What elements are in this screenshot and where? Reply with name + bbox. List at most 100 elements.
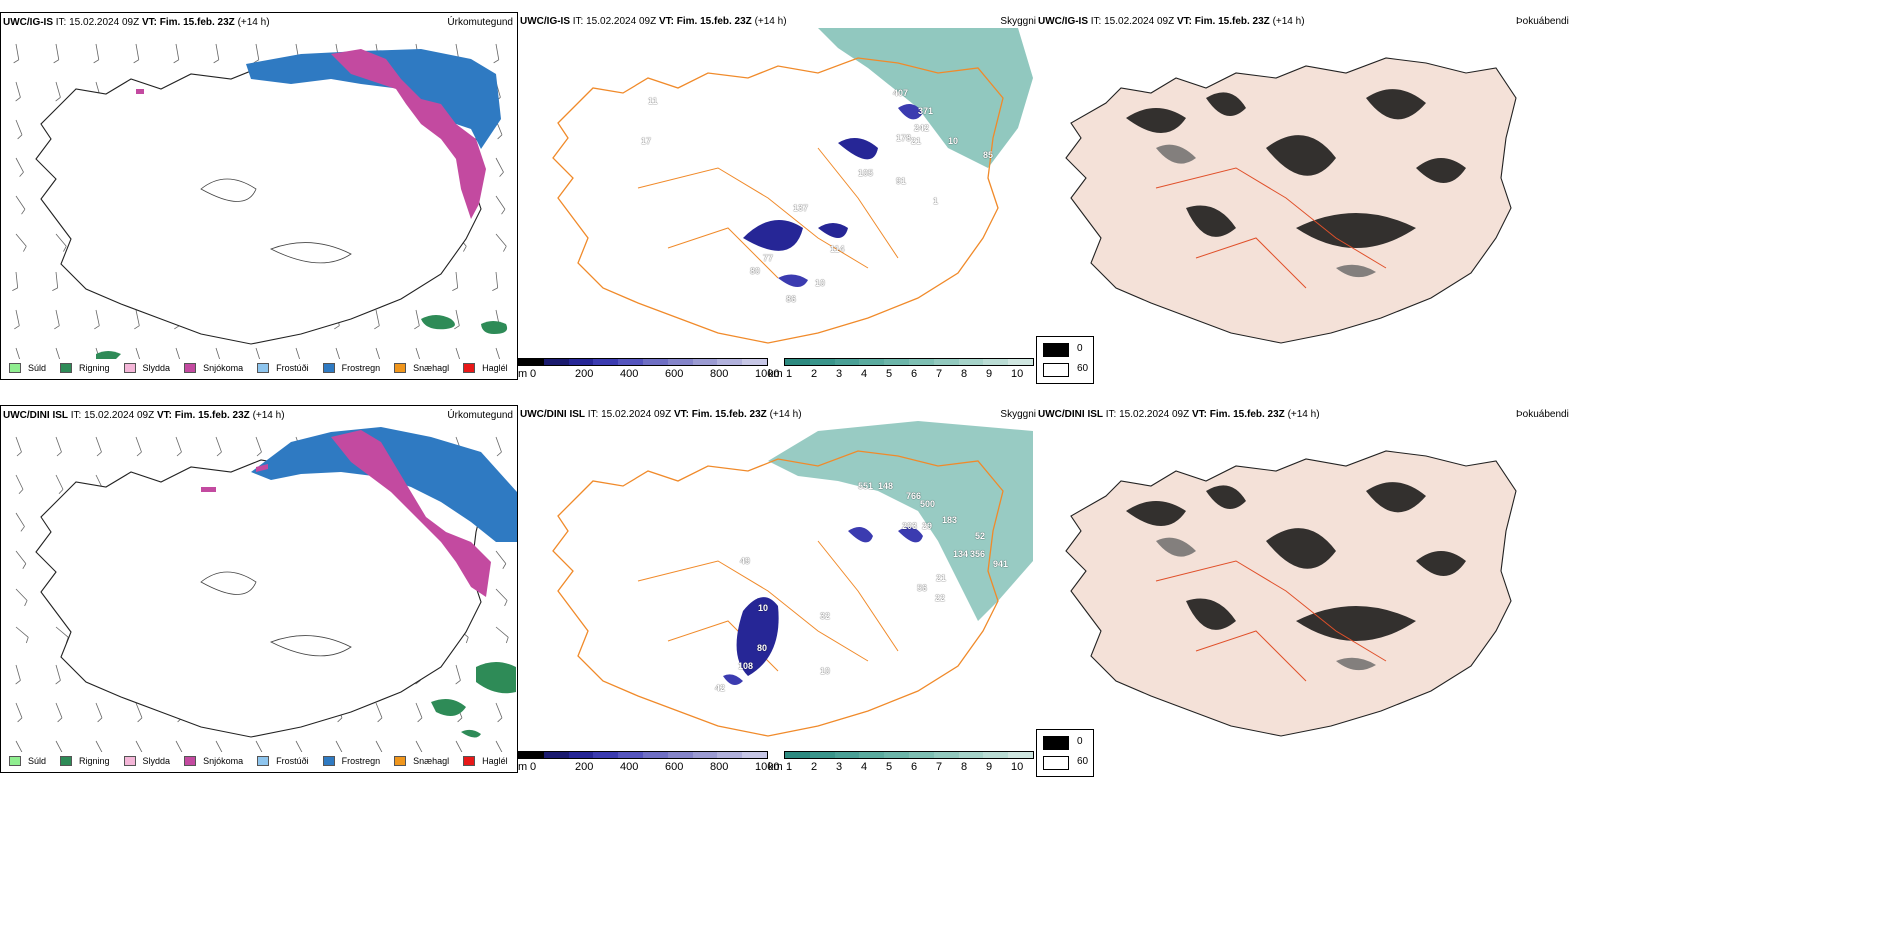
- cloud-base-value-label: 178: [896, 133, 912, 143]
- cloud-base-value-label: 91: [896, 176, 907, 186]
- precip-legend-label: Frostúði: [276, 363, 309, 373]
- cloud-base-value-label: 148: [878, 481, 894, 491]
- colorbar-tick-label: 8: [961, 368, 968, 380]
- precip-legend-item: Snæhagl: [394, 756, 449, 766]
- cloud-base-value-label: 371: [918, 106, 934, 116]
- cloud-base-value-label: 32: [820, 611, 831, 621]
- cloud-base-value-label: 500: [920, 499, 936, 509]
- row2-cloud-panel: UWC/DINI ISL IT: 15.02.2024 09Z VT: Fim.…: [518, 405, 1036, 775]
- precip-legend-item: Rigning: [60, 363, 110, 373]
- precip-legend-label: Snæhagl: [413, 756, 450, 766]
- precip-legend-swatch: [463, 756, 476, 766]
- colorbar-tick-label: 7: [936, 368, 943, 380]
- colorbar-tick-label: 600: [665, 368, 684, 380]
- cloud-base-value-label: 407: [893, 88, 909, 98]
- colorbar-tick-label: 5: [886, 368, 893, 380]
- cloud-base-value-label: 137: [793, 203, 809, 213]
- cloud-base-value-label: 10: [815, 278, 826, 288]
- visibility-strip: [784, 358, 1034, 366]
- precip-legend-item: Snæhagl: [394, 363, 449, 373]
- precip-legend-swatch: [184, 363, 197, 373]
- colorbar-tick-label: 8: [961, 761, 968, 773]
- colorbar-tick-label: 400: [620, 761, 639, 773]
- colorbar-tick-label: 800: [710, 368, 729, 380]
- precip-legend-swatch: [123, 363, 136, 373]
- colorbar-tick-label: 9: [986, 761, 993, 773]
- row1-cloud-map: [552, 28, 1033, 344]
- precip-legend-item: Súld: [9, 756, 46, 766]
- colorbar-tick-label: 400: [620, 368, 639, 380]
- colorbar-tick-label: 7: [936, 761, 943, 773]
- cloud-base-value-label: 86: [786, 294, 797, 304]
- precip-legend-swatch: [9, 363, 21, 373]
- fog-legend-swatch-0: [1043, 343, 1069, 357]
- row2-fog-panel: UWC/DINI ISL IT: 15.02.2024 09Z VT: Fim.…: [1036, 405, 1900, 777]
- cloud-base-value-label: 108: [738, 661, 754, 671]
- fog-legend-swatch-60: [1043, 363, 1069, 377]
- row1-fog-legend: 0 60: [1036, 336, 1094, 384]
- colorbar-tick-label: 9: [986, 368, 993, 380]
- fog-legend-swatch-0: [1043, 736, 1069, 750]
- colorbar-tick-label: 3: [836, 761, 843, 773]
- precip-legend-label: Frostregn: [341, 363, 381, 373]
- fog-legend-label-0: 0: [1077, 736, 1083, 747]
- cloud-base-value-label: 356: [970, 549, 986, 559]
- row1-fog-panel: UWC/IG-IS IT: 15.02.2024 09Z VT: Fim. 15…: [1036, 12, 1900, 384]
- row2-fog-header: UWC/DINI ISL IT: 15.02.2024 09Z VT: Fim.…: [1038, 409, 1320, 420]
- cloud-base-value-label: 85: [983, 150, 994, 160]
- colorbar-tick-label: 0: [530, 761, 537, 773]
- cloud-base-value-label: 80: [757, 643, 768, 653]
- row2-visibility-colorbar: km 1 2 3 4 5 6 7 8 9 10: [768, 751, 1034, 781]
- precip-legend-label: Súld: [28, 756, 47, 766]
- visibility-strip: [784, 751, 1034, 759]
- cloud-base-value-label: 22: [935, 593, 946, 603]
- colorbar-tick-label: 4: [861, 761, 868, 773]
- row2-precip-map: [15, 427, 517, 752]
- precip-legend-item: Haglél: [463, 363, 508, 373]
- precip-legend-label: Haglél: [482, 756, 508, 766]
- cloud-base-value-label: 80: [750, 266, 761, 276]
- cloud-base-unit: m: [518, 761, 528, 773]
- cloud-base-value-label: 134: [953, 549, 969, 559]
- fog-legend-label-60: 60: [1077, 363, 1089, 374]
- precip-legend-label: Snjókoma: [203, 756, 244, 766]
- precip-legend-item: Snjókoma: [184, 363, 243, 373]
- cloud-base-value-label: 77: [763, 253, 774, 263]
- precip-legend-label: Frostregn: [341, 756, 381, 766]
- cloud-base-value-label: 183: [942, 515, 958, 525]
- precip-legend-label: Rigning: [79, 363, 110, 373]
- cloud-base-value-label: 29: [922, 521, 933, 531]
- cloud-base-value-label: 21: [911, 136, 922, 146]
- cloud-base-strip: [518, 358, 768, 366]
- colorbar-tick-label: 1: [786, 761, 793, 773]
- visibility-unit: km: [768, 761, 783, 773]
- precip-legend-item: Slydda: [123, 756, 170, 766]
- precip-legend-label: Rigning: [79, 756, 110, 766]
- row1-precip-map: [12, 43, 508, 359]
- cloud-base-strip: [518, 751, 768, 759]
- row2-precip-legend: Súld Rigning Slydda Snjókoma Frostúði Frostre…: [9, 756, 522, 766]
- precip-legend-item: Slydda: [123, 363, 170, 373]
- row2-fog-var-title: Þokuábendi: [1516, 409, 1569, 420]
- precip-legend-item: Frostregn: [322, 363, 381, 373]
- row2-fog-legend: 0 60: [1036, 729, 1094, 777]
- row1-precip-header: UWC/IG-IS IT: 15.02.2024 09Z VT: Fim. 15…: [3, 17, 270, 28]
- precip-legend-item: Frostúði: [257, 756, 309, 766]
- row1-fog-header: UWC/IG-IS IT: 15.02.2024 09Z VT: Fim. 15…: [1038, 16, 1305, 27]
- precip-legend-swatch: [394, 756, 407, 766]
- colorbar-tick-label: 800: [710, 761, 729, 773]
- precip-legend-swatch: [322, 756, 335, 766]
- precip-legend-item: Frostúði: [257, 363, 309, 373]
- cloud-base-value-label: 10: [948, 136, 959, 146]
- precip-legend-label: Frostúði: [276, 756, 309, 766]
- precip-legend-swatch: [463, 363, 476, 373]
- precip-legend-item: Snjókoma: [184, 756, 243, 766]
- precip-legend-swatch: [60, 756, 73, 766]
- cloud-base-value-label: 52: [975, 531, 986, 541]
- precip-legend-label: Snjókoma: [203, 363, 244, 373]
- colorbar-tick-label: 1000: [755, 368, 780, 380]
- cloud-base-value-label: 766: [906, 491, 922, 501]
- cloud-base-value-label: 21: [936, 573, 947, 583]
- precip-legend-swatch: [322, 363, 335, 373]
- colorbar-tick-label: 2: [811, 368, 818, 380]
